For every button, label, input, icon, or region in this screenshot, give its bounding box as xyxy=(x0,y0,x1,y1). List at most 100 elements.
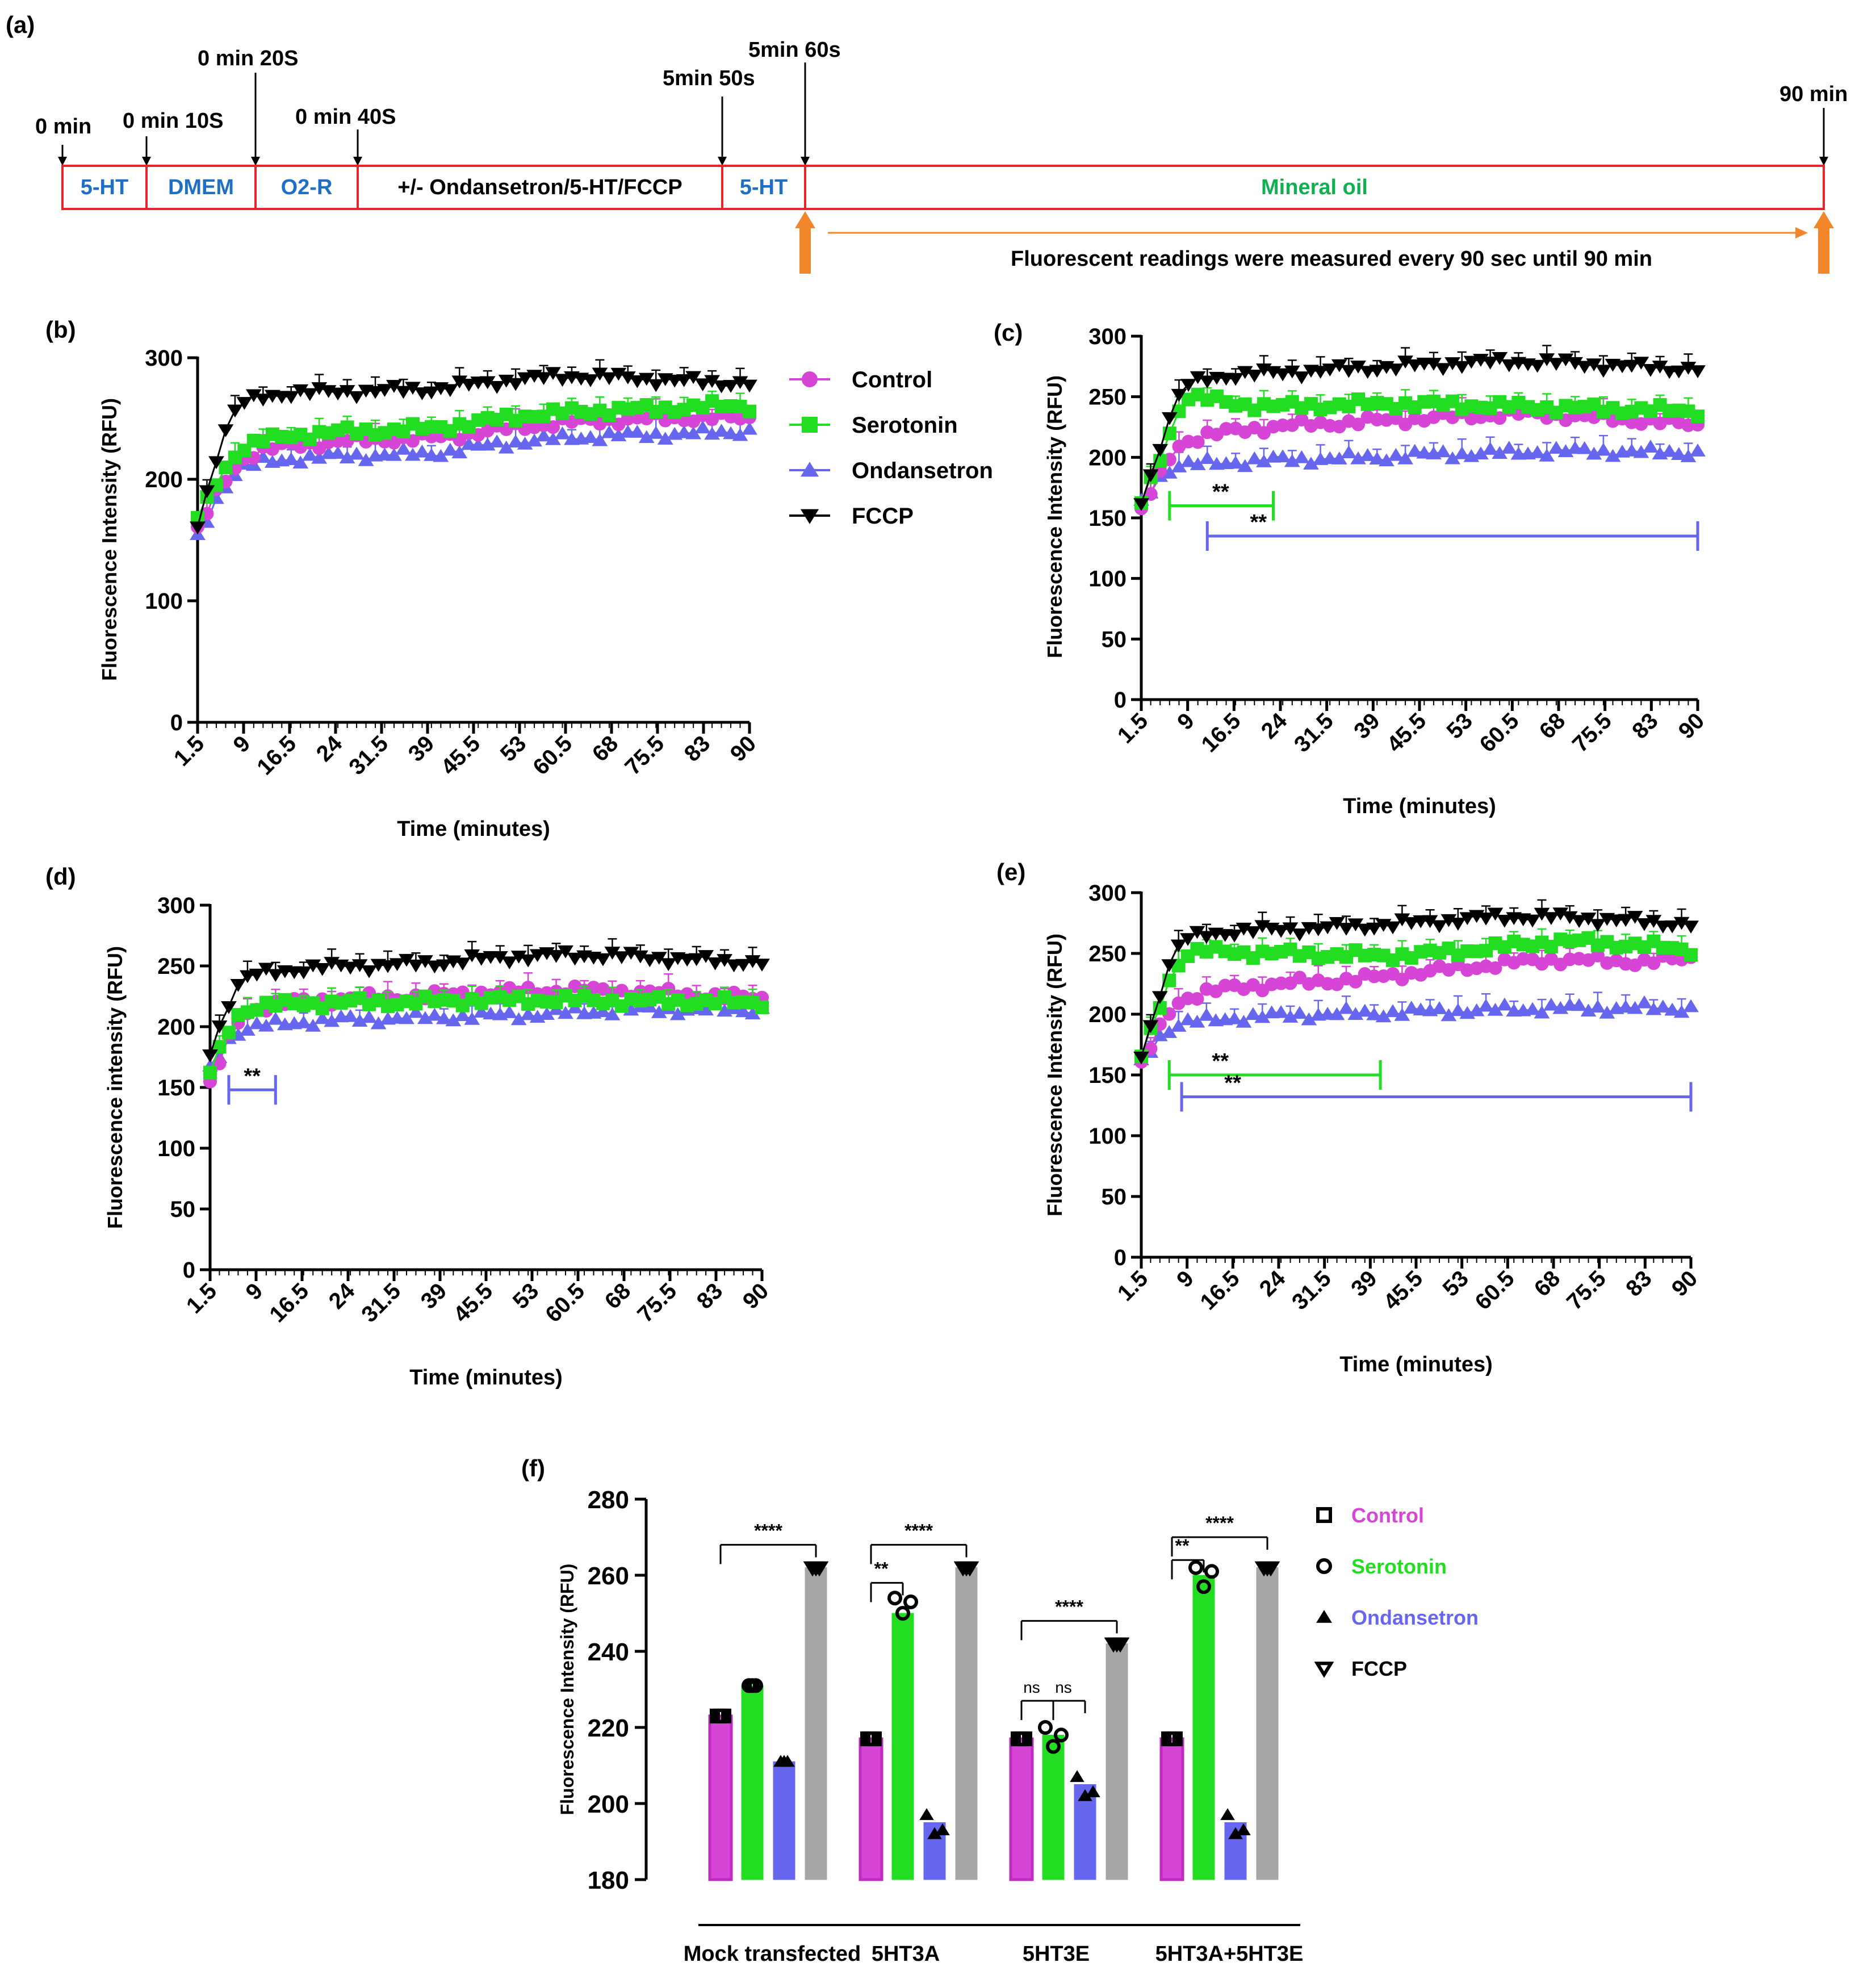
data-point xyxy=(755,1001,769,1015)
data-point xyxy=(395,386,412,399)
x-tick-label: 90 xyxy=(1674,708,1710,744)
bar xyxy=(859,1737,883,1881)
significance-bracket: ** xyxy=(1168,480,1275,521)
data-point xyxy=(1226,930,1242,943)
data-point xyxy=(1310,923,1326,936)
panel-label-a: (a) xyxy=(6,11,35,38)
data-point xyxy=(1525,1002,1540,1015)
data-point xyxy=(361,965,377,978)
timeline-marker-arrowhead xyxy=(58,157,67,166)
data-point xyxy=(436,959,452,973)
data-point xyxy=(1636,995,1652,1009)
timeline-segment-box xyxy=(804,165,1825,210)
data-point xyxy=(1246,451,1263,465)
data-point xyxy=(489,380,505,394)
significance-bracket: ** xyxy=(1167,1049,1382,1090)
data-point xyxy=(389,1011,405,1024)
data-point xyxy=(1664,920,1681,934)
x-tick-label: 75.5 xyxy=(1568,708,1617,757)
data-point xyxy=(1349,974,1363,989)
significance-label: ** xyxy=(1175,1535,1190,1556)
data-point xyxy=(1180,1012,1196,1026)
legend-marker xyxy=(1314,1662,1334,1678)
orange-arrow-shaft xyxy=(1818,227,1829,274)
data-point xyxy=(414,444,430,458)
x-tick-label: 31.5 xyxy=(1287,1266,1336,1315)
x-tick-label: 45.5 xyxy=(449,1278,497,1327)
data-point xyxy=(1406,443,1423,457)
series-control xyxy=(203,972,769,1089)
significance-label: ** xyxy=(1212,1049,1229,1073)
data-point xyxy=(1398,417,1413,432)
data-point xyxy=(249,968,265,982)
data-point xyxy=(283,391,299,404)
data-point xyxy=(554,374,571,387)
data-point xyxy=(1488,961,1502,975)
data-point xyxy=(629,425,646,438)
timeline-marker-arrowhead xyxy=(353,157,362,166)
x-tick-label: 16.5 xyxy=(265,1278,313,1327)
data-point xyxy=(274,391,290,404)
timeline-marker-label: 90 min xyxy=(1779,82,1848,106)
data-point xyxy=(1534,1005,1550,1019)
orange-span-arrowhead xyxy=(1795,227,1808,238)
data-point xyxy=(1571,915,1588,928)
data-point xyxy=(267,969,284,982)
data-point xyxy=(473,1005,489,1018)
x-tick-label: 1.5 xyxy=(169,731,209,771)
x-tick-label: 39 xyxy=(1346,1266,1382,1302)
data-point xyxy=(1246,369,1263,383)
x-tick-label: 83 xyxy=(680,731,715,767)
y-axis-title: Fluorescence Intensity (RFU) xyxy=(557,1564,577,1815)
data-point xyxy=(442,442,458,456)
data-point xyxy=(1369,451,1385,465)
panel-label: (c) xyxy=(994,319,1023,346)
data-point xyxy=(203,1065,217,1079)
data-point xyxy=(1683,999,1699,1012)
data-point xyxy=(1647,956,1661,970)
data-point xyxy=(676,374,692,387)
data-point xyxy=(558,945,573,959)
data-point xyxy=(442,384,458,397)
data-point xyxy=(1431,1001,1447,1014)
data-point xyxy=(1590,919,1606,932)
data-point xyxy=(1341,445,1357,459)
data-point xyxy=(705,412,719,426)
category-label: Mock transfected xyxy=(684,1942,861,1966)
data-point xyxy=(292,455,309,468)
data-point xyxy=(230,979,246,992)
data-point xyxy=(208,456,224,470)
data-point xyxy=(1338,1001,1354,1014)
timeline-marker-label: 5min 60s xyxy=(748,38,841,62)
timeline-segment-label: +/- Ondansetron/5-HT/FCCP xyxy=(397,175,682,199)
x-tick-label: 45.5 xyxy=(436,731,485,780)
data-point xyxy=(1257,426,1271,440)
replicate-point xyxy=(919,1808,934,1821)
data-point xyxy=(1683,920,1699,934)
legend-label: Ondansetron xyxy=(852,458,993,483)
timeline-marker-arrowhead xyxy=(1819,157,1828,166)
replicate-point xyxy=(1070,1770,1084,1782)
data-point xyxy=(1614,360,1631,374)
replicate-point xyxy=(903,1594,918,1609)
y-tick-label: 100 xyxy=(145,589,183,614)
data-point xyxy=(1189,1014,1205,1028)
replicate-point xyxy=(780,1755,795,1767)
data-point xyxy=(688,953,705,966)
data-point xyxy=(1643,364,1659,377)
x-tick-label: 90 xyxy=(1667,1266,1703,1302)
data-point xyxy=(1388,447,1404,461)
series-control xyxy=(1134,940,1698,1069)
y-tick-label: 220 xyxy=(588,1714,629,1742)
significance-label: **** xyxy=(1205,1513,1234,1533)
y-axis-title: Fluorescence Intensity (RFU) xyxy=(98,398,121,681)
data-point xyxy=(342,1009,359,1022)
data-point xyxy=(1161,1025,1178,1038)
data-point xyxy=(667,374,683,388)
series-fccp xyxy=(202,938,770,1062)
bar xyxy=(1009,1737,1034,1881)
x-tick-label: 75.5 xyxy=(620,731,669,780)
significance-label: **** xyxy=(754,1520,782,1541)
data-point xyxy=(240,970,256,984)
